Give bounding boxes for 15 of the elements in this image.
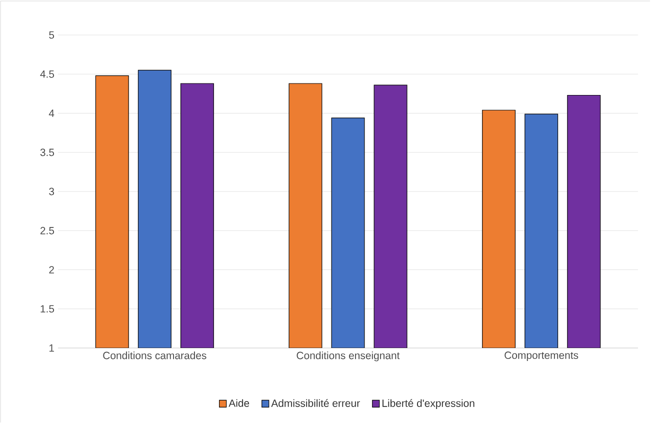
legend-label: Aide (228, 399, 250, 407)
y-tick-label: 4.5 (40, 70, 54, 78)
y-tick-label: 4 (48, 110, 54, 117)
x-tick-label: Comportements (504, 352, 578, 361)
y-tick-label: 1.5 (40, 305, 54, 313)
y-tick-label: 2.5 (40, 226, 54, 234)
legend-label: Admissibilité erreur (271, 399, 360, 407)
y-tick-label: 5 (49, 31, 54, 39)
x-tick-label: Conditions enseignant (296, 352, 400, 362)
y-tick-label: 1 (49, 344, 54, 352)
legend-label: Liberté d'expression (382, 399, 474, 410)
y-tick-label: 3.5 (40, 148, 54, 156)
x-tick-label: Conditions camarades (103, 352, 206, 360)
y-tick-label: 3 (49, 188, 54, 196)
y-tick-label: 2 (49, 266, 54, 274)
